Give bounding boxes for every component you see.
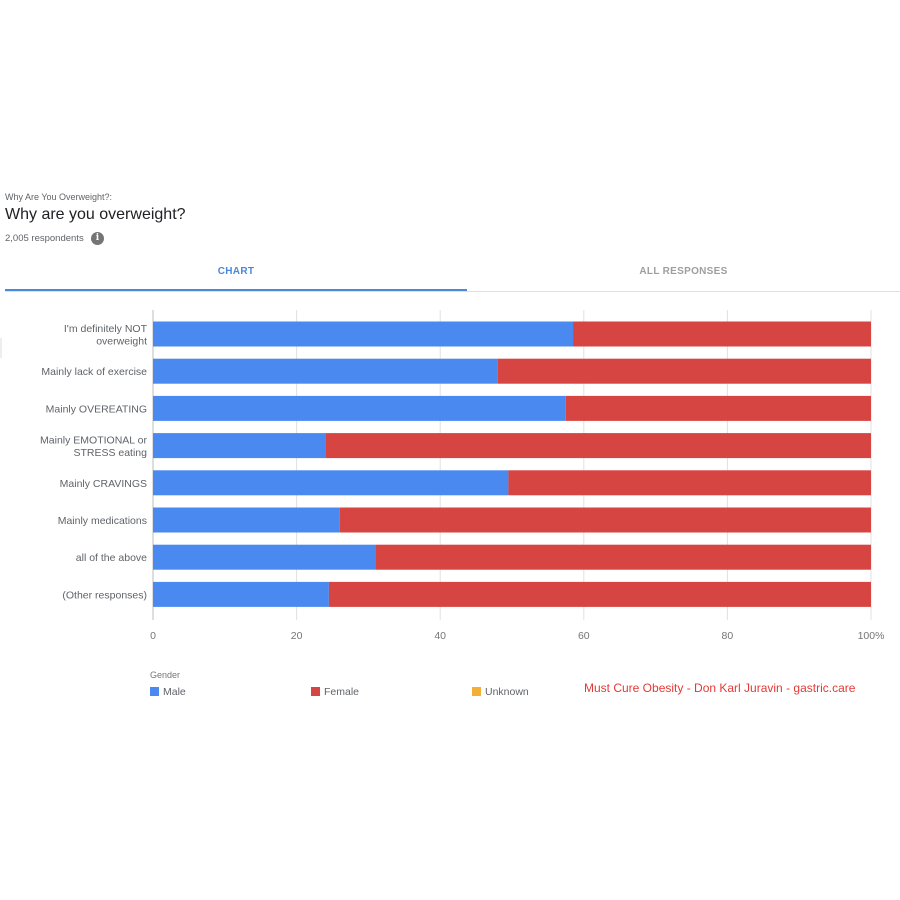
category-label: overweight	[96, 335, 147, 347]
x-tick-label: 20	[291, 630, 303, 642]
x-tick-label: 100%	[858, 630, 885, 642]
bar-female-7	[328, 581, 871, 607]
legend-label-female: Female	[324, 686, 360, 698]
bar-male-7	[153, 581, 329, 607]
x-tick-label: 0	[150, 630, 156, 642]
bar-male-6	[153, 544, 376, 570]
bar-male-0	[153, 321, 574, 347]
question-title: Why are you overweight?	[5, 206, 186, 223]
bar-male-4	[153, 470, 509, 496]
category-label: Mainly OVEREATING	[46, 403, 147, 415]
bar-female-0	[573, 321, 871, 347]
category-label: Mainly CRAVINGS	[60, 478, 147, 490]
stacked-bar-chart: 0 20 40 60 80 100% I'm definitely NOToverweigh…	[40, 310, 885, 642]
bar-male-3	[153, 433, 326, 459]
category-label: Mainly EMOTIONAL or	[40, 434, 147, 446]
bar-female-3	[325, 433, 871, 459]
category-label: Mainly lack of exercise	[41, 366, 147, 378]
legend-title: Gender	[150, 670, 181, 680]
respondent-count: 2,005 respondents	[5, 233, 84, 244]
edge-divider	[0, 338, 2, 358]
category-label: STRESS eating	[73, 447, 147, 459]
x-tick-label: 40	[434, 630, 446, 642]
bar-female-2	[565, 395, 871, 421]
legend-item-unknown[interactable]: Unknown	[472, 686, 529, 698]
x-tick-label: 80	[722, 630, 734, 642]
bar-female-5	[339, 507, 871, 533]
watermark-text: Must Cure Obesity - Don Karl Juravin - g…	[584, 681, 856, 695]
legend-swatch-unknown	[472, 687, 481, 696]
tab-chart[interactable]: CHART	[5, 262, 467, 291]
bar-male-2	[153, 395, 566, 421]
bar-male-1	[153, 358, 498, 384]
bar-female-1	[497, 358, 871, 384]
legend-item-male[interactable]: Male	[150, 686, 186, 698]
legend-swatch-female	[311, 687, 320, 696]
legend-label-male: Male	[163, 686, 186, 698]
x-tick-label: 60	[578, 630, 590, 642]
view-tabs: CHART ALL RESPONSES	[5, 262, 900, 292]
legend-item-female[interactable]: Female	[311, 686, 359, 698]
question-label: Why Are You Overweight?:	[5, 192, 113, 202]
tab-all-responses[interactable]: ALL RESPONSES	[639, 266, 728, 277]
category-label: all of the above	[76, 552, 147, 564]
category-label: I'm definitely NOT	[64, 323, 148, 335]
info-icon[interactable]: i	[91, 232, 104, 245]
category-label: (Other responses)	[62, 589, 147, 601]
legend-label-unknown: Unknown	[485, 686, 529, 698]
bar-male-5	[153, 507, 340, 533]
bar-female-6	[375, 544, 871, 570]
bar-female-4	[508, 470, 871, 496]
category-label: Mainly medications	[58, 515, 147, 527]
legend-swatch-male	[150, 687, 159, 696]
